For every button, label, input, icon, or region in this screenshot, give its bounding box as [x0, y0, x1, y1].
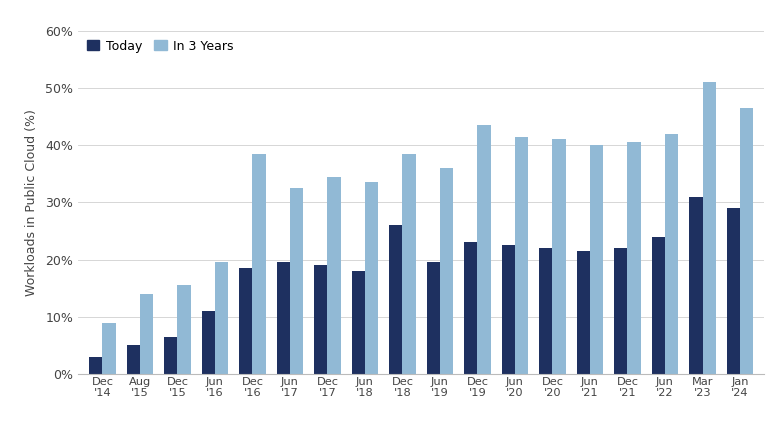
Bar — [314, 265, 328, 374]
Bar — [665, 134, 678, 374]
Bar — [427, 262, 440, 374]
Bar — [727, 208, 740, 374]
Bar — [652, 237, 665, 374]
Bar — [502, 245, 515, 374]
Bar — [140, 294, 153, 374]
Legend: Today, In 3 Years: Today, In 3 Years — [84, 37, 236, 55]
Bar — [539, 248, 552, 374]
Bar — [165, 337, 177, 374]
Bar — [177, 285, 190, 374]
Bar — [515, 136, 528, 374]
Bar — [102, 323, 115, 374]
Bar — [703, 82, 715, 374]
Bar — [127, 345, 140, 374]
Bar — [215, 262, 228, 374]
Y-axis label: Workloads in Public Cloud (%): Workloads in Public Cloud (%) — [25, 109, 38, 296]
Bar — [627, 142, 640, 374]
Bar — [440, 168, 453, 374]
Bar — [477, 125, 491, 374]
Bar — [328, 176, 341, 374]
Bar — [290, 188, 303, 374]
Bar — [89, 357, 102, 374]
Bar — [389, 225, 402, 374]
Bar — [577, 251, 590, 374]
Bar — [253, 154, 265, 374]
Bar — [277, 262, 290, 374]
Bar — [239, 268, 253, 374]
Bar — [365, 182, 378, 374]
Bar — [740, 108, 753, 374]
Bar — [464, 242, 477, 374]
Bar — [690, 197, 703, 374]
Bar — [590, 145, 603, 374]
Bar — [202, 311, 215, 374]
Bar — [352, 271, 365, 374]
Bar — [402, 154, 416, 374]
Bar — [552, 139, 566, 374]
Bar — [615, 248, 627, 374]
